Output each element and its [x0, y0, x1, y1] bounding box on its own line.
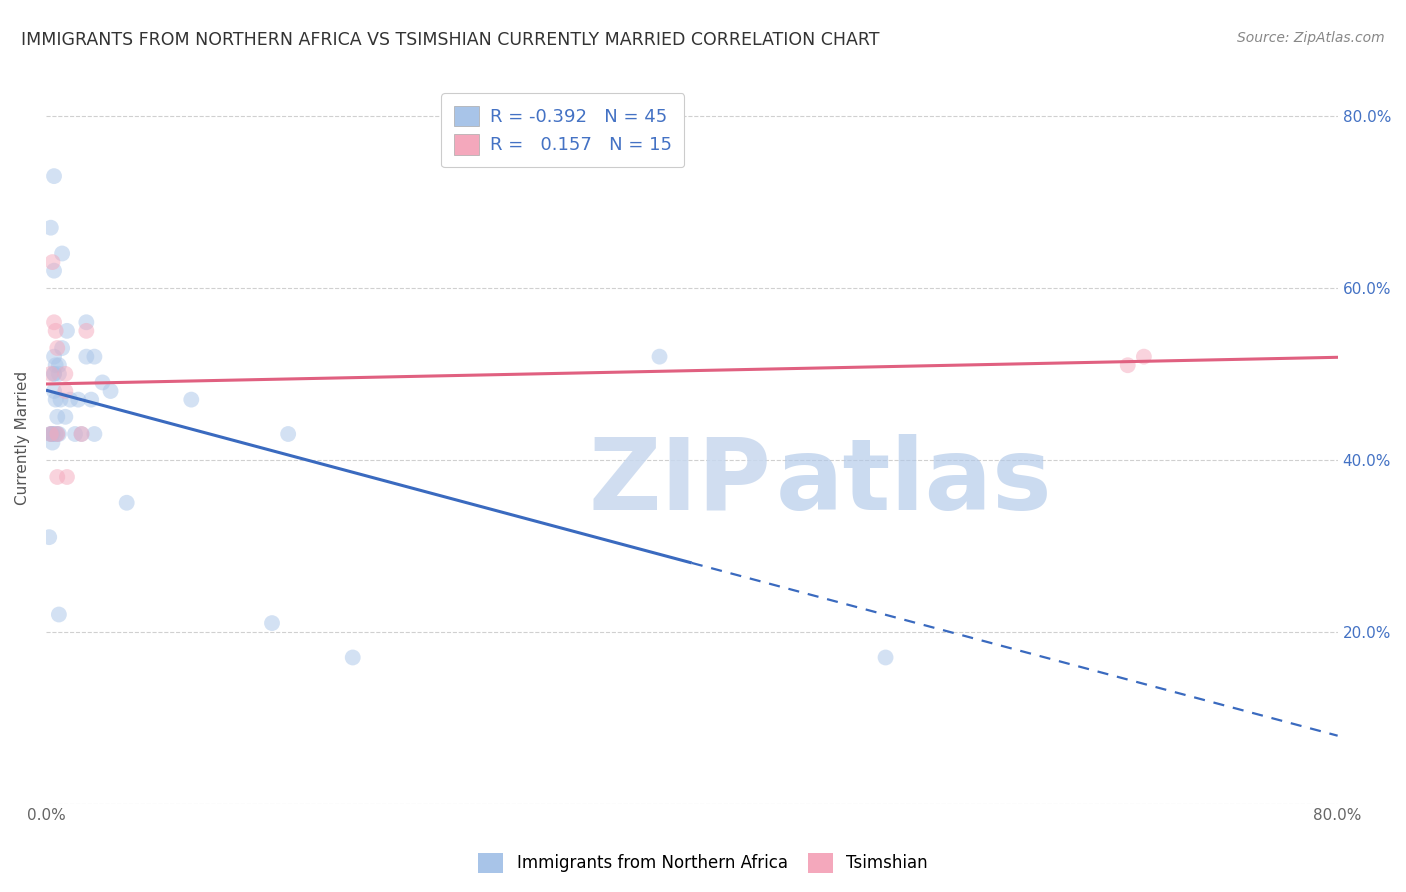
Point: [53, 384, 76, 398]
Point: [53, 367, 76, 381]
Text: ZIP: ZIP: [589, 434, 772, 531]
Point: [83, 427, 105, 442]
Point: [46, 470, 69, 484]
Point: [51, 341, 73, 355]
Point: [59, 392, 82, 407]
Legend: R = -0.392   N = 45, R =   0.157   N = 15: R = -0.392 N = 45, R = 0.157 N = 15: [441, 93, 685, 167]
Point: [46, 427, 69, 442]
Point: [51, 246, 73, 260]
Point: [56, 324, 79, 338]
Point: [56, 470, 79, 484]
Point: [45, 324, 67, 338]
Point: [80, 392, 103, 407]
Point: [39, 427, 62, 442]
Point: [45, 358, 67, 372]
Point: [42, 367, 65, 381]
Point: [42, 315, 65, 329]
Point: [277, 427, 299, 442]
Point: [41, 427, 63, 442]
Point: [53, 409, 76, 424]
Point: [67, 392, 90, 407]
Text: Source: ZipAtlas.com: Source: ZipAtlas.com: [1237, 31, 1385, 45]
Point: [48, 367, 70, 381]
Point: [260, 616, 283, 631]
Point: [38, 530, 60, 544]
Point: [75, 315, 97, 329]
Point: [42, 367, 65, 381]
Point: [91, 376, 114, 390]
Point: [180, 392, 202, 407]
Point: [115, 496, 138, 510]
Point: [48, 358, 70, 372]
Point: [83, 350, 105, 364]
Point: [75, 350, 97, 364]
Point: [41, 255, 63, 269]
Point: [39, 427, 62, 442]
Point: [342, 650, 364, 665]
Point: [39, 220, 62, 235]
Point: [70, 427, 93, 442]
Point: [42, 350, 65, 364]
Point: [46, 409, 69, 424]
Point: [75, 324, 97, 338]
Point: [1133, 350, 1156, 364]
Point: [39, 427, 62, 442]
Point: [46, 427, 69, 442]
Point: [875, 650, 897, 665]
Point: [648, 350, 671, 364]
Point: [42, 263, 65, 277]
Point: [41, 427, 63, 442]
Point: [42, 384, 65, 398]
Text: IMMIGRANTS FROM NORTHERN AFRICA VS TSIMSHIAN CURRENTLY MARRIED CORRELATION CHART: IMMIGRANTS FROM NORTHERN AFRICA VS TSIMS…: [21, 31, 880, 49]
Point: [49, 392, 72, 407]
Point: [42, 169, 65, 183]
Point: [100, 384, 122, 398]
Point: [45, 392, 67, 407]
Point: [41, 435, 63, 450]
Point: [48, 427, 70, 442]
Point: [48, 607, 70, 622]
Point: [1116, 358, 1139, 372]
Text: atlas: atlas: [776, 434, 1052, 531]
Point: [45, 427, 67, 442]
Point: [39, 367, 62, 381]
Point: [63, 427, 86, 442]
Point: [46, 341, 69, 355]
Point: [70, 427, 93, 442]
Y-axis label: Currently Married: Currently Married: [15, 371, 30, 506]
Legend: Immigrants from Northern Africa, Tsimshian: Immigrants from Northern Africa, Tsimshi…: [471, 847, 935, 880]
